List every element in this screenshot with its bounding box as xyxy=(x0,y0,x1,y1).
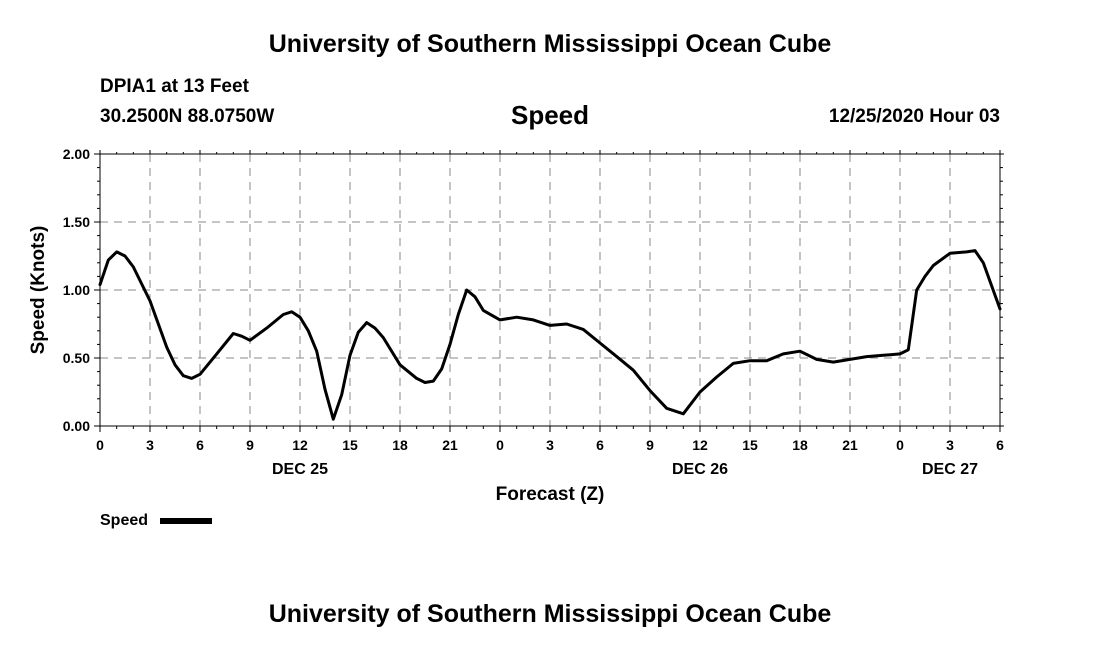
y-tick-label: 2.00 xyxy=(63,146,90,162)
day-label: DEC 25 xyxy=(272,461,328,478)
x-tick-label: 3 xyxy=(546,437,554,453)
x-tick-label: 12 xyxy=(292,437,308,453)
datetime-label: 12/25/2020 Hour 03 xyxy=(828,106,1000,127)
x-tick-label: 6 xyxy=(596,437,604,453)
x-tick-label: 12 xyxy=(692,437,708,453)
x-tick-label: 0 xyxy=(96,437,104,453)
day-label: DEC 26 xyxy=(672,461,728,478)
legend-label: Speed xyxy=(100,512,148,529)
x-axis: 0 3 6 9 12 15 18 21 0 3 6 9 12 15 18 21 0 3 6 DEC 25 DEC 26 D… xyxy=(96,150,1004,478)
series-line-speed xyxy=(98,249,1002,421)
coordinates-label: 30.2500N 88.0750W xyxy=(100,106,275,127)
chart-title: University of Southern Mississippi Ocean… xyxy=(268,30,832,58)
x-tick-label: 18 xyxy=(792,437,808,453)
x-tick-label: 3 xyxy=(146,437,154,453)
plot-frame xyxy=(99,153,1001,427)
x-tick-label: 21 xyxy=(842,437,858,453)
grid xyxy=(100,154,1000,426)
y-axis-label: Speed (Knots) xyxy=(28,226,49,355)
x-axis-label: Forecast (Z) xyxy=(496,484,605,505)
x-tick-label: 15 xyxy=(342,437,358,453)
y-tick-label: 1.50 xyxy=(63,214,90,230)
station-label: DPIA1 at 13 Feet xyxy=(100,76,249,97)
x-tick-label: 18 xyxy=(392,437,408,453)
x-tick-label: 6 xyxy=(196,437,204,453)
x-tick-label: 0 xyxy=(496,437,504,453)
y-axis: 0.00 0.50 1.00 1.50 2.00 xyxy=(63,146,1004,434)
x-tick-label: 15 xyxy=(742,437,758,453)
x-tick-label: 9 xyxy=(646,437,654,453)
x-tick-label: 21 xyxy=(442,437,458,453)
day-label: DEC 27 xyxy=(922,461,978,478)
x-tick-label: 0 xyxy=(896,437,904,453)
footer-title: University of Southern Mississippi Ocean… xyxy=(268,600,832,628)
x-tick-label: 3 xyxy=(946,437,954,453)
x-tick-label: 9 xyxy=(246,437,254,453)
y-tick-label: 0.00 xyxy=(63,418,90,434)
y-tick-label: 0.50 xyxy=(63,350,90,366)
legend: Speed xyxy=(100,512,212,529)
series-group xyxy=(98,249,1002,421)
x-tick-label: 6 xyxy=(996,437,1004,453)
variable-title: Speed xyxy=(510,100,590,130)
y-tick-label: 1.00 xyxy=(63,282,90,298)
